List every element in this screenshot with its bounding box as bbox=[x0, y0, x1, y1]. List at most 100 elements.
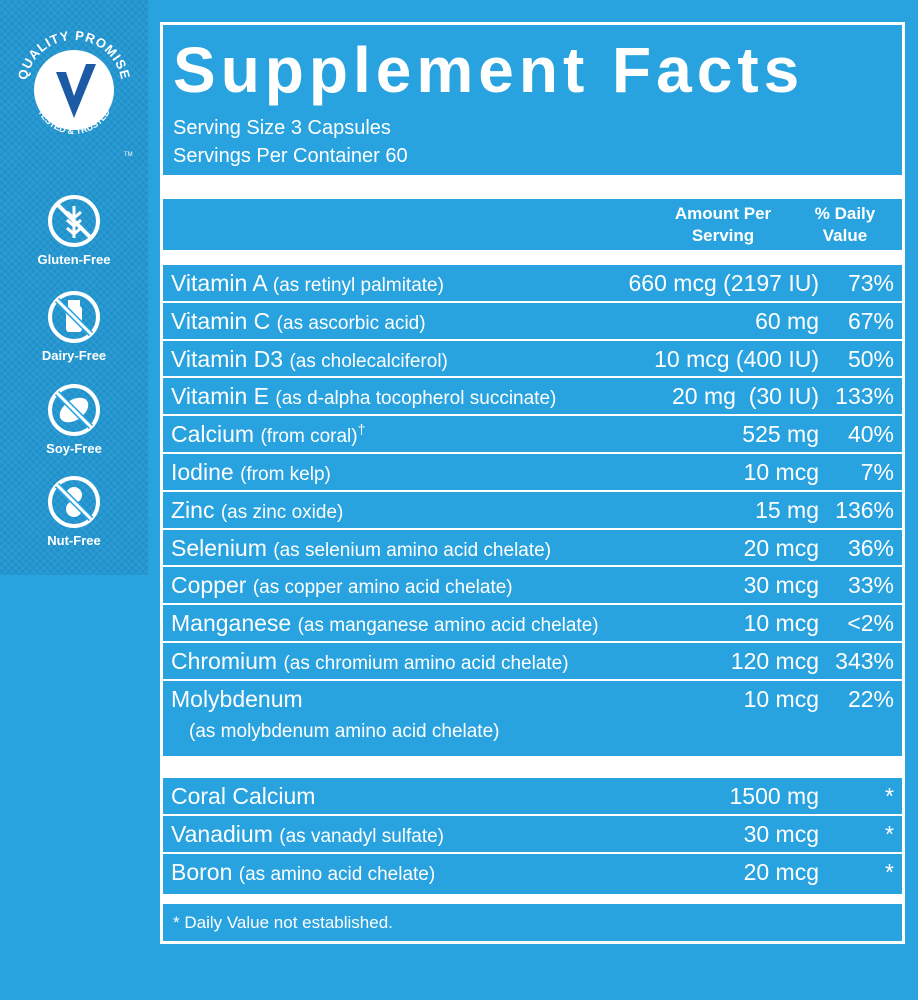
nutrient-amount: 30 mcg bbox=[743, 821, 819, 848]
nutrient-row: Molybdenum (as molybdenum amino acid chel… bbox=[163, 681, 902, 757]
nutrient-cell: Boron (as amino acid chelate) bbox=[171, 859, 435, 886]
nutrient-source: (as selenium amino acid chelate) bbox=[273, 539, 552, 561]
nutrient-dv: <2% bbox=[847, 610, 894, 637]
nutrient-source: (from kelp) bbox=[240, 464, 331, 485]
nutrient-row: Iodine (from kelp) 10 mcg 7% bbox=[163, 454, 902, 492]
nutrient-name: Copper bbox=[171, 572, 247, 599]
nutrient-dv: 22% bbox=[847, 685, 894, 712]
nutrient-name: Vitamin A bbox=[171, 270, 267, 296]
nutrient-mark: † bbox=[357, 421, 366, 438]
nutrient-amount: 660 mcg (2197 IU) bbox=[628, 270, 819, 296]
nutrient-name: Vitamin C bbox=[171, 307, 271, 334]
nutrient-name: Boron bbox=[171, 859, 233, 885]
claim-label: Nut-Free bbox=[47, 533, 101, 548]
nutrient-amount: 10 mcg (400 IU) bbox=[654, 345, 819, 372]
nutrient-row: Selenium (as selenium amino acid chelate… bbox=[163, 530, 902, 568]
claim-icon bbox=[48, 384, 100, 436]
nutrient-name: Chromium bbox=[171, 648, 278, 674]
nutrient-cell: Molybdenum bbox=[171, 686, 303, 713]
serving-size: Serving Size 3 Capsules bbox=[173, 117, 391, 139]
nutrient-source: (as zinc oxide) bbox=[220, 501, 344, 523]
nutrient-source: (as vanadyl sulfate) bbox=[279, 826, 445, 848]
claim-icon bbox=[48, 476, 100, 528]
nutrient-amount: 15 mg bbox=[755, 496, 819, 523]
badge-v bbox=[56, 64, 96, 118]
nutrient-source: (as copper amino acid chelate) bbox=[252, 577, 513, 599]
nutrient-cell: Vanadium (as vanadyl sulfate) bbox=[171, 821, 444, 848]
claim-label: Soy-Free bbox=[46, 441, 102, 456]
nutrient-name: Molybdenum bbox=[171, 685, 303, 712]
claim: Soy-Free bbox=[0, 383, 148, 456]
quality-badge: QUALITY PROMISE TESTED & TRUSTED TM bbox=[15, 28, 133, 158]
nutrient-amount: 525 mg bbox=[742, 421, 819, 448]
nutrient-source: (as retinyl palmitate) bbox=[272, 275, 444, 296]
dv-header: % Daily Value bbox=[814, 204, 876, 245]
nutrient-row: Vitamin C (as ascorbic acid) 60 mg 67% bbox=[163, 303, 902, 341]
nutrient-name: Coral Calcium bbox=[171, 783, 316, 810]
sidebar: QUALITY PROMISE TESTED & TRUSTED TM Glut… bbox=[0, 0, 148, 575]
nutrient-source: (as d-alpha tocopherol succinate) bbox=[275, 388, 557, 410]
nutrient-cell: Vitamin E (as d-alpha tocopherol succina… bbox=[171, 383, 556, 410]
nutrient-row: Vitamin A (as retinyl palmitate) 660 mcg … bbox=[163, 265, 902, 303]
nutrient-name: Vitamin D3 bbox=[171, 345, 284, 372]
nutrient-source: (as cholecalciferol) bbox=[289, 350, 448, 372]
nutrient-dv: 40% bbox=[847, 421, 894, 448]
nutrient-name: Calcium bbox=[171, 421, 255, 448]
nutrient-dv: 67% bbox=[847, 307, 894, 334]
nutrient-dv: 133% bbox=[835, 383, 894, 410]
nutrient-source: (as chromium amino acid chelate) bbox=[283, 653, 569, 674]
nutrient-amount: 60 mg bbox=[755, 307, 819, 334]
nutrient-amount: 20 mcg bbox=[743, 859, 819, 885]
claim-icon bbox=[48, 195, 100, 247]
nutrient-name: Vitamin E bbox=[171, 383, 270, 410]
nutrient-row: Boron (as amino acid chelate) 20 mcg * bbox=[163, 854, 902, 892]
nutrient-row: Coral Calcium 1500 mg * bbox=[163, 778, 902, 817]
badge-circle bbox=[34, 50, 114, 130]
nutrient-cell: Manganese (as manganese amino acid chela… bbox=[171, 610, 599, 637]
nutrient-row: Vitamin E (as d-alpha tocopherol succina… bbox=[163, 378, 902, 417]
servings-per-container: Servings Per Container 60 bbox=[173, 145, 408, 167]
nutrient-source: (as manganese amino acid chelate) bbox=[297, 615, 599, 637]
claim: Gluten-Free bbox=[0, 194, 148, 267]
nutrient-row: Copper (as copper amino acid chelate) 30 … bbox=[163, 567, 902, 606]
nutrient-row: Chromium (as chromium amino acid chelate… bbox=[163, 643, 902, 681]
nutrient-amount: 1500 mg bbox=[729, 783, 819, 810]
nutrient-cell: Vitamin D3 (as cholecalciferol) bbox=[171, 346, 448, 373]
nutrient-row: Vitamin D3 (as cholecalciferol) 10 mcg (4… bbox=[163, 341, 902, 379]
rule bbox=[163, 893, 902, 904]
nutrient-row: Vanadium (as vanadyl sulfate) 30 mcg * bbox=[163, 816, 902, 854]
nutrient-cell: Selenium (as selenium amino acid chelate… bbox=[171, 535, 551, 562]
nutrient-dv: 33% bbox=[847, 572, 894, 599]
badge-tm: TM bbox=[124, 152, 133, 158]
thick-rule bbox=[163, 756, 902, 779]
thick-rule bbox=[163, 175, 902, 199]
nutrient-name: Manganese bbox=[171, 610, 292, 637]
nutrient-cell: Coral Calcium bbox=[171, 783, 315, 810]
footnote: * Daily Value not established. bbox=[173, 913, 393, 932]
nutrient-cell: Zinc (as zinc oxide) bbox=[171, 497, 343, 524]
nutrient-name: Vanadium bbox=[171, 821, 273, 848]
nutrient-amount: 20 mcg bbox=[743, 534, 819, 561]
nutrient-name: Zinc bbox=[171, 496, 215, 523]
nutrient-amount: 30 mcg bbox=[743, 572, 819, 599]
rule bbox=[163, 250, 902, 265]
nutrient-dv: 136% bbox=[835, 496, 894, 523]
nutrient-row: Manganese (as manganese amino acid chela… bbox=[163, 605, 902, 643]
nutrient-row: Zinc (as zinc oxide) 15 mg 136% bbox=[163, 492, 902, 530]
amount-header: Amount Per Serving bbox=[674, 204, 772, 245]
nutrient-cell: Vitamin C (as ascorbic acid) bbox=[171, 308, 426, 335]
nutrient-amount: 10 mcg bbox=[743, 459, 819, 485]
nutrient-cell: Calcium (from coral)† bbox=[171, 421, 365, 448]
facts-panel: Supplement Facts Serving Size 3 Capsules… bbox=[160, 22, 905, 944]
nutrient-cell: Vitamin A (as retinyl palmitate) bbox=[171, 270, 444, 297]
nutrient-dv: 36% bbox=[847, 534, 894, 561]
nutrient-name: Selenium bbox=[171, 534, 267, 561]
nutrient-source: (as molybdenum amino acid chelate) bbox=[189, 720, 500, 742]
nutrient-amount: 10 mcg bbox=[743, 610, 819, 637]
nutrient-name: Iodine bbox=[171, 459, 234, 485]
nutrient-cell: Copper (as copper amino acid chelate) bbox=[171, 572, 513, 599]
nutrient-amount: 20 mg (30 IU) bbox=[672, 383, 819, 410]
claim: Nut-Free bbox=[0, 475, 148, 548]
nutrient-dv: * bbox=[885, 783, 894, 810]
